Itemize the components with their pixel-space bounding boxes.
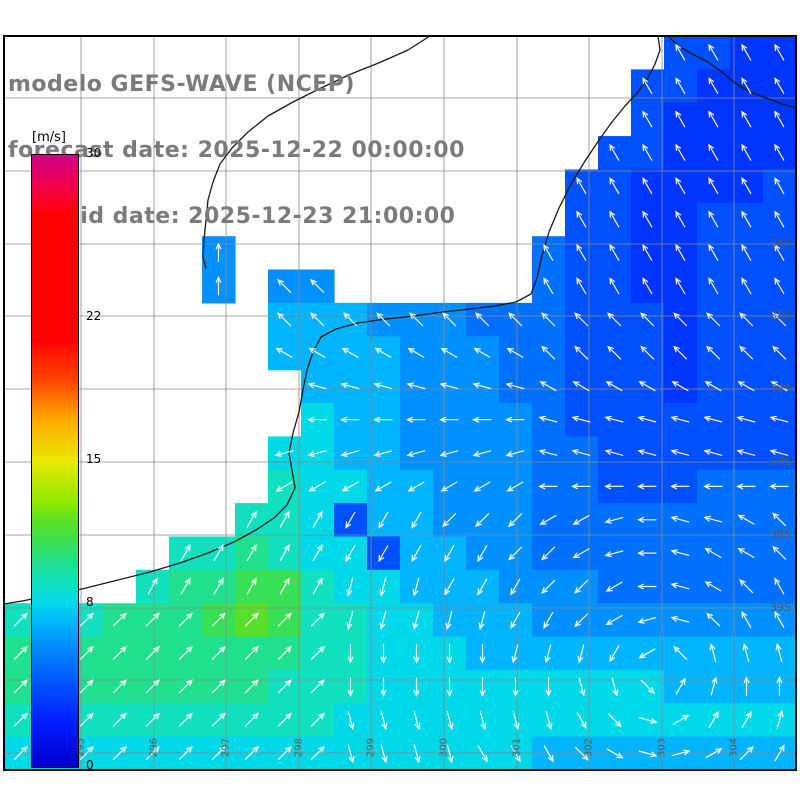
map-frame xyxy=(3,35,797,771)
colorbar-gradient xyxy=(31,154,79,768)
colorbar-tick-label: 0 xyxy=(86,758,94,772)
model-title: modelo GEFS-WAVE (NCEP) xyxy=(8,72,355,97)
colorbar-tick-label: 8 xyxy=(86,594,94,609)
colorbar-tick-label: 22 xyxy=(86,309,102,324)
wind-arrows xyxy=(13,43,789,764)
colorbar-tick-label: 30 xyxy=(86,146,102,160)
coastline xyxy=(3,35,797,605)
graticule xyxy=(4,36,796,770)
colorbar: [m/s] 30 22 15 8 0 xyxy=(30,130,140,790)
colorbar-unit-label: [m/s] xyxy=(32,130,66,145)
colorbar-tick-label: 15 xyxy=(86,452,102,466)
